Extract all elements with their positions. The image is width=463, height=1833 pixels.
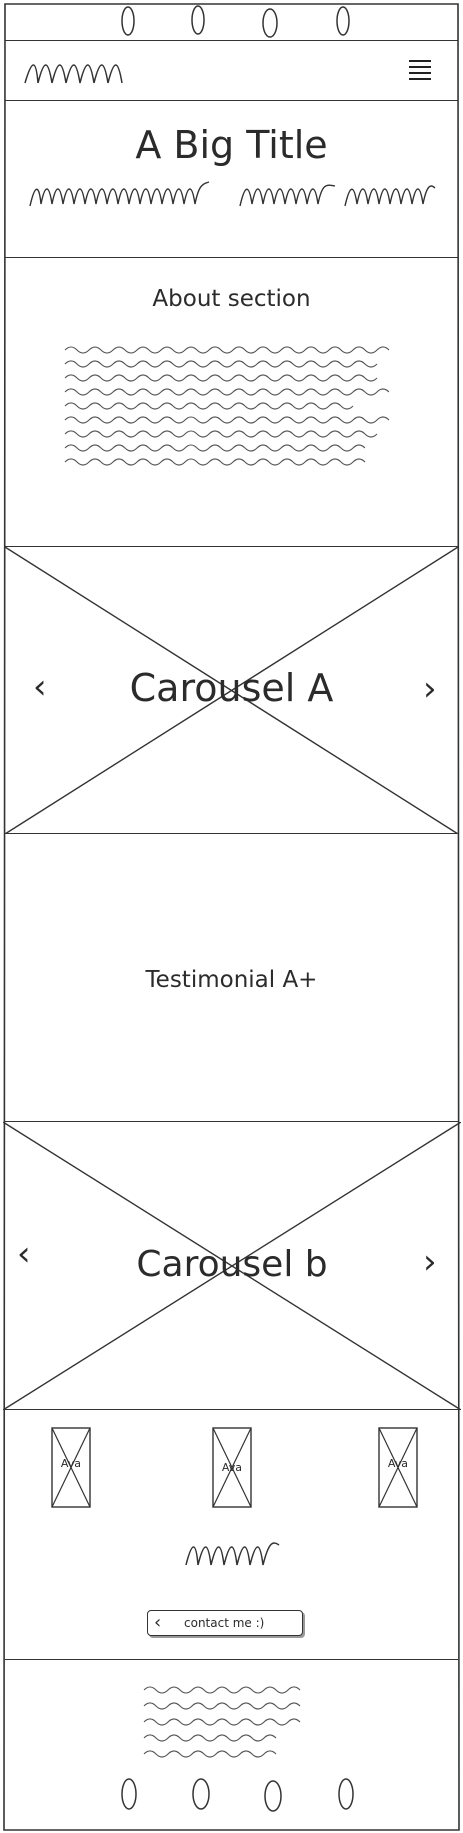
avatar-label: Ava xyxy=(221,1461,243,1474)
testimonial-section: Testimonial A+ xyxy=(5,834,458,1122)
footer-social-dots xyxy=(121,1778,354,1812)
top-nav-dots xyxy=(0,0,463,40)
carousel-a: Carousel A ‹ › xyxy=(5,547,458,834)
nav-dot-2[interactable] xyxy=(191,5,205,35)
social-dot-3[interactable] xyxy=(264,1780,282,1812)
header xyxy=(5,40,458,101)
avatar-label: Ava xyxy=(60,1457,82,1470)
about-body-scribble xyxy=(64,346,390,466)
social-dot-4[interactable] xyxy=(338,1778,354,1810)
social-dot-2[interactable] xyxy=(192,1778,210,1810)
carousel-a-prev-button[interactable]: ‹ xyxy=(33,667,47,707)
contact-button[interactable]: ‹ contact me :) xyxy=(147,1610,303,1636)
carousel-b-next-button[interactable]: › xyxy=(423,1242,437,1282)
nav-dot-1[interactable] xyxy=(121,6,135,36)
nav-dot-3[interactable] xyxy=(262,8,278,38)
nav-dot-4[interactable] xyxy=(336,6,350,36)
carousel-b-label: Carousel b xyxy=(136,1244,328,1285)
carousel-b: Carousel b ‹ › xyxy=(3,1122,461,1410)
hero-title: A Big Title xyxy=(135,123,328,167)
hero-subtitle-scribble xyxy=(29,181,436,207)
carousel-a-label: Carousel A xyxy=(129,666,334,710)
team-section: Ava Ava Ava ‹ contact me :) xyxy=(5,1410,458,1660)
avatar: Ava xyxy=(378,1427,418,1508)
avatar: Ava xyxy=(51,1427,91,1508)
carousel-a-next-button[interactable]: › xyxy=(423,669,437,709)
scribble-logo[interactable] xyxy=(22,53,127,89)
social-dot-1[interactable] xyxy=(121,1778,137,1810)
hamburger-menu-icon[interactable] xyxy=(407,57,433,85)
footer xyxy=(5,1660,458,1830)
testimonial-label: Testimonial A+ xyxy=(145,967,318,993)
contact-button-label: contact me :) xyxy=(184,1616,265,1630)
hero-section: A Big Title xyxy=(5,101,458,258)
avatar: Ava xyxy=(212,1427,252,1508)
carousel-b-prev-button[interactable]: ‹ xyxy=(17,1234,31,1274)
avatar-label: Ava xyxy=(387,1457,409,1470)
carousel-b-image-placeholder xyxy=(3,1122,461,1410)
carousel-a-image-placeholder xyxy=(5,547,458,834)
team-caption-scribble xyxy=(185,1542,280,1566)
about-section: About section xyxy=(5,258,458,547)
about-heading: About section xyxy=(152,286,311,312)
footer-text-scribble xyxy=(143,1686,301,1758)
chevron-left-icon: ‹ xyxy=(154,1612,162,1633)
